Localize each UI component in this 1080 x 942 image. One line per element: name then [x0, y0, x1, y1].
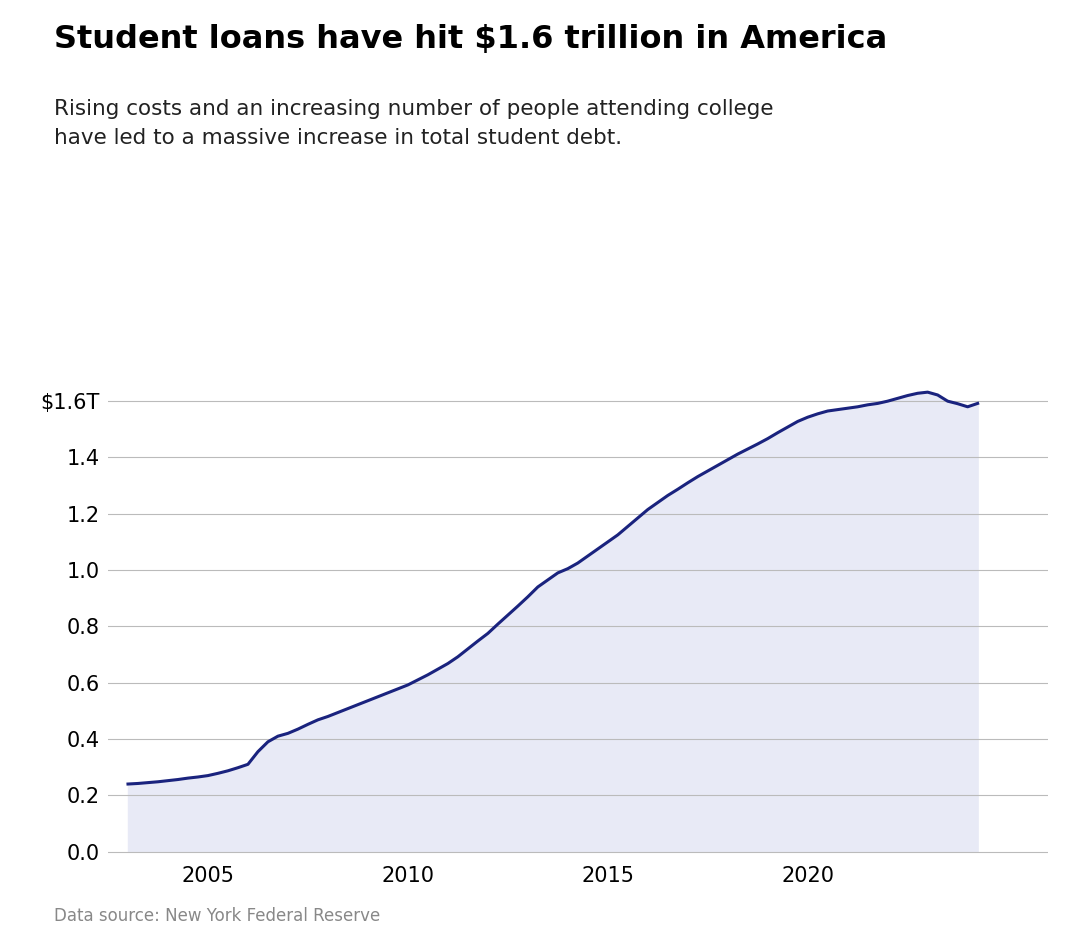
Text: Rising costs and an increasing number of people attending college
have led to a : Rising costs and an increasing number of…: [54, 99, 773, 148]
Text: Data source: New York Federal Reserve: Data source: New York Federal Reserve: [54, 907, 380, 925]
Text: Student loans have hit $1.6 trillion in America: Student loans have hit $1.6 trillion in …: [54, 24, 888, 55]
